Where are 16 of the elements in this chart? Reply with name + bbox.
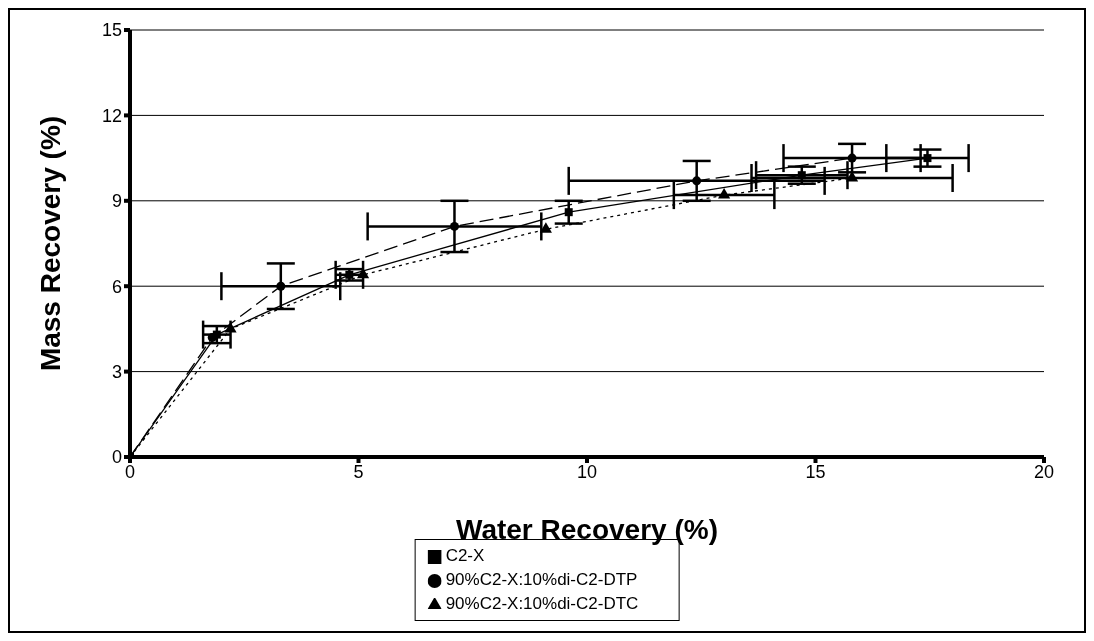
x-tick-label: 5 <box>353 461 364 482</box>
x-tick-label: 10 <box>576 461 598 482</box>
x-tick-label: 15 <box>805 461 826 482</box>
x-tick-label: 0 <box>124 461 136 482</box>
y-tick-label: 0 <box>111 447 122 468</box>
y-tick-label: 12 <box>101 105 122 126</box>
y-tick-label: 9 <box>111 191 122 212</box>
legend-label: C2-X <box>445 546 485 565</box>
x-tick-label: 20 <box>1033 461 1055 482</box>
y-axis-title: Mass Recovery (%) <box>34 115 66 372</box>
y-tick-label: 6 <box>111 276 122 297</box>
x-axis-title: Water Recovery (%) <box>456 514 718 545</box>
legend-label: 90%C2-X:10%di-C2-DTP <box>445 570 638 589</box>
y-tick-label: 15 <box>101 20 122 41</box>
y-tick-label: 3 <box>111 361 122 382</box>
legend-label: 90%C2-X:10%di-C2-DTC <box>445 594 639 613</box>
